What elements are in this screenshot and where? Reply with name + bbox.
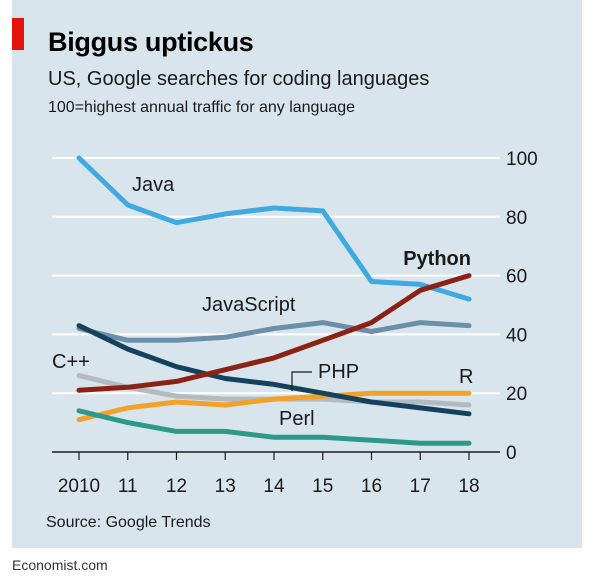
y-tick-label: 60	[506, 267, 527, 288]
x-tick-label: 11	[118, 476, 138, 497]
chart-note: 100=highest annual traffic for any langu…	[48, 99, 356, 116]
x-tick-label: 12	[166, 476, 187, 497]
php-label-leader	[291, 371, 312, 391]
axis-ticks: 0 20 40 60 80 100 2010 11 12 13 14 15 16 17 18	[58, 149, 538, 497]
series-line-python	[76, 273, 472, 393]
publisher-credit: Economist.com	[12, 557, 108, 573]
x-tick-label: 13	[215, 476, 236, 497]
series-label-php: PHP	[318, 361, 359, 383]
x-tick-label: 16	[361, 476, 382, 497]
series-label-javascript: JavaScript	[202, 294, 296, 316]
chart-card	[12, 0, 582, 548]
series-line-javascript	[76, 320, 472, 343]
x-tick-label: 17	[410, 476, 431, 497]
series-line-r	[76, 390, 472, 423]
series-labels: C++ R Perl JavaScript PHP Java Python	[52, 174, 473, 430]
source-note: Source: Google Trends	[46, 514, 211, 531]
series-label-perl: Perl	[279, 408, 315, 430]
x-tick-label: 15	[312, 476, 333, 497]
series-label-java: Java	[132, 174, 175, 196]
series-line-perl	[76, 408, 472, 446]
chart-subtitle: US, Google searches for coding languages	[48, 68, 430, 90]
y-tick-label: 20	[506, 384, 527, 405]
x-tick-label: 18	[458, 476, 479, 497]
series-line-php	[76, 323, 472, 417]
x-tick-label: 2010	[58, 476, 100, 497]
y-tick-label: 40	[506, 325, 527, 346]
series-label-r: R	[459, 366, 473, 388]
series-lines	[76, 155, 472, 446]
y-tick-label: 0	[506, 443, 517, 464]
brand-accent-bar	[12, 18, 24, 50]
chart-title: Biggus uptickus	[48, 27, 254, 57]
series-line-java	[76, 155, 472, 302]
series-label-cpp: C++	[52, 351, 90, 373]
y-tick-label: 80	[506, 208, 527, 229]
y-tick-label: 100	[506, 149, 538, 170]
x-tick-label: 14	[263, 476, 285, 497]
series-label-python: Python	[403, 248, 471, 270]
